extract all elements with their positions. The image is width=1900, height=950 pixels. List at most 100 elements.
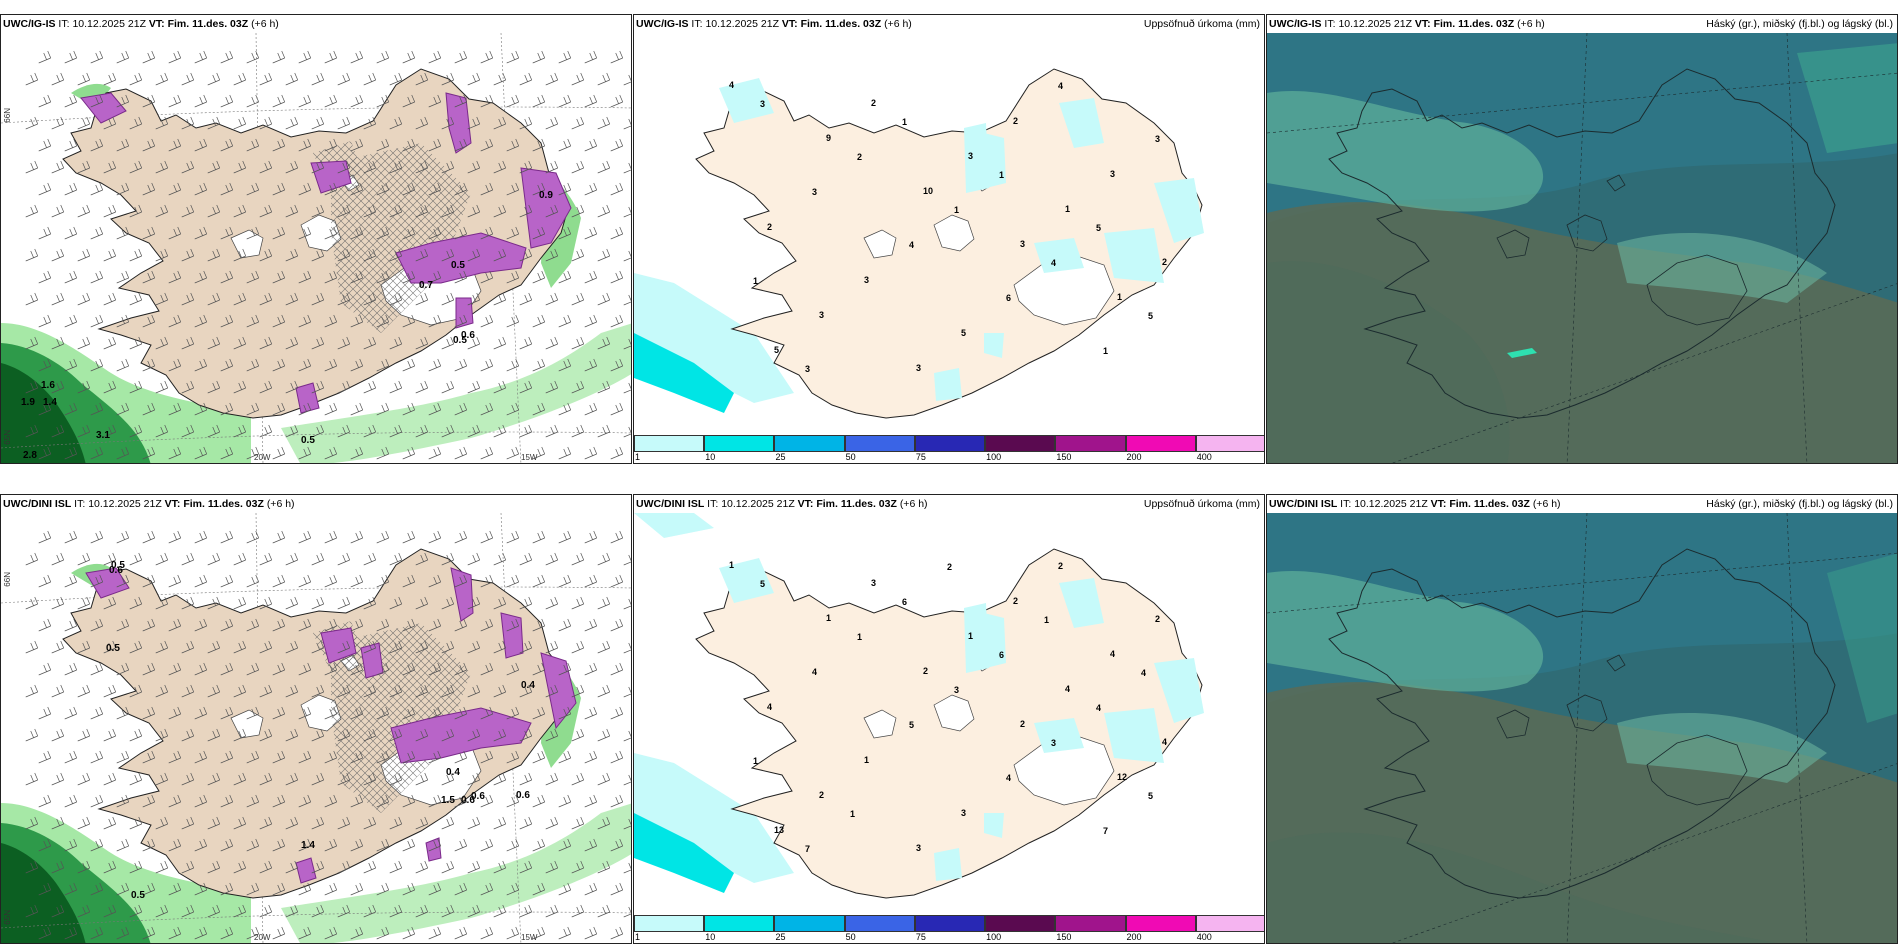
wind-barb — [38, 574, 52, 588]
wind-barb — [272, 402, 286, 416]
wind-barb — [324, 574, 338, 588]
precip-value: 5 — [1148, 791, 1153, 801]
wind-barb — [311, 684, 325, 698]
wind-barb — [467, 160, 481, 174]
wind-barb — [272, 618, 286, 632]
wind-barb — [259, 684, 273, 698]
wind-barb — [38, 226, 52, 240]
lat-line — [1, 586, 631, 604]
wind-barb — [506, 270, 520, 284]
precip-value: 2 — [1162, 257, 1167, 267]
wind-barb — [376, 314, 390, 328]
wind-barb — [597, 860, 611, 874]
wind-barb — [155, 684, 169, 698]
wind-barb — [623, 338, 631, 350]
wind-barb — [610, 270, 624, 284]
wind-barb — [207, 816, 221, 830]
precip-value-label: 0.6 — [471, 791, 485, 802]
wind-barb — [467, 640, 481, 654]
wind-barb — [389, 72, 403, 86]
wind-barb — [194, 750, 208, 764]
wind-barb — [259, 552, 273, 566]
wind-barb — [506, 662, 520, 676]
legend-label: 200 — [1126, 452, 1142, 462]
wind-barb — [129, 336, 143, 350]
wind-barb — [220, 926, 234, 940]
wind-barb — [389, 684, 403, 698]
wind-barb — [51, 160, 65, 174]
legend-label: 50 — [845, 932, 856, 942]
wind-barb — [324, 402, 338, 416]
low-cloud-ne — [1797, 43, 1897, 153]
wind-barb — [207, 640, 221, 654]
wind-barb — [298, 138, 312, 152]
wind-barb — [142, 530, 156, 544]
wind-barb — [610, 226, 624, 240]
wind-barb — [428, 662, 442, 676]
wind-barb — [415, 248, 429, 262]
wind-barb — [402, 882, 416, 896]
legend-swatch — [704, 915, 775, 932]
wind-barb — [584, 706, 598, 720]
cloud-panel-dini: UWC/DINI ISL IT: 10.12.2025 21Z VT: Fim.… — [1266, 494, 1898, 944]
legend-swatch — [1125, 435, 1196, 452]
legend-label: 1 — [635, 452, 641, 462]
wind-barb — [181, 772, 195, 786]
wind-barb — [350, 182, 364, 196]
wind-barb — [337, 904, 351, 918]
legend-swatch — [844, 915, 915, 932]
lat-line — [1391, 763, 1897, 943]
wind-barb — [103, 72, 117, 86]
wind-barb — [116, 926, 130, 940]
lon-line — [1566, 513, 1588, 943]
wind-barb — [584, 182, 598, 196]
wind-barb — [519, 772, 533, 786]
wind-barb — [116, 358, 130, 372]
wind-barb — [480, 574, 494, 588]
wind-barb — [90, 314, 104, 328]
wind-barb — [519, 728, 533, 742]
wind-barb — [272, 50, 286, 64]
wind-barb — [194, 794, 208, 808]
wind-barb — [519, 380, 533, 394]
wind-barb — [142, 838, 156, 852]
wind-barb — [233, 552, 247, 566]
wind-barbs — [25, 530, 631, 940]
wind-barb — [324, 226, 338, 240]
wind-barb — [194, 182, 208, 196]
wind-barb — [233, 860, 247, 874]
wind-barb — [532, 882, 546, 896]
wind-barb — [259, 380, 273, 394]
wind-barb — [298, 662, 312, 676]
legend-swatch — [844, 435, 915, 452]
precip-blob — [85, 567, 130, 599]
wind-barb — [90, 706, 104, 720]
wind-barb — [571, 860, 585, 874]
wind-barb — [272, 270, 286, 284]
wind-barb — [246, 838, 260, 852]
precip-blob — [425, 837, 442, 862]
wind-barb — [77, 204, 91, 218]
precip-value-label: 0.9 — [539, 190, 553, 201]
wind-barb — [155, 904, 169, 918]
lon-line — [1786, 33, 1808, 463]
wind-barb — [441, 684, 455, 698]
wind-barb — [441, 772, 455, 786]
legend-label: 200 — [1126, 932, 1142, 942]
wind-barb — [467, 772, 481, 786]
wind-barb — [597, 424, 611, 438]
wind-barb — [259, 772, 273, 786]
wind-barb — [363, 728, 377, 742]
wind-barb — [623, 818, 631, 830]
wind-barb — [545, 816, 559, 830]
wind-barb — [584, 882, 598, 896]
wind-barb — [246, 530, 260, 544]
wind-barb — [90, 530, 104, 544]
wind-barb — [324, 358, 338, 372]
wind-barb — [142, 706, 156, 720]
wind-barb — [181, 292, 195, 306]
wind-barb — [415, 904, 429, 918]
wind-barb — [571, 816, 585, 830]
wind-barb — [246, 226, 260, 240]
